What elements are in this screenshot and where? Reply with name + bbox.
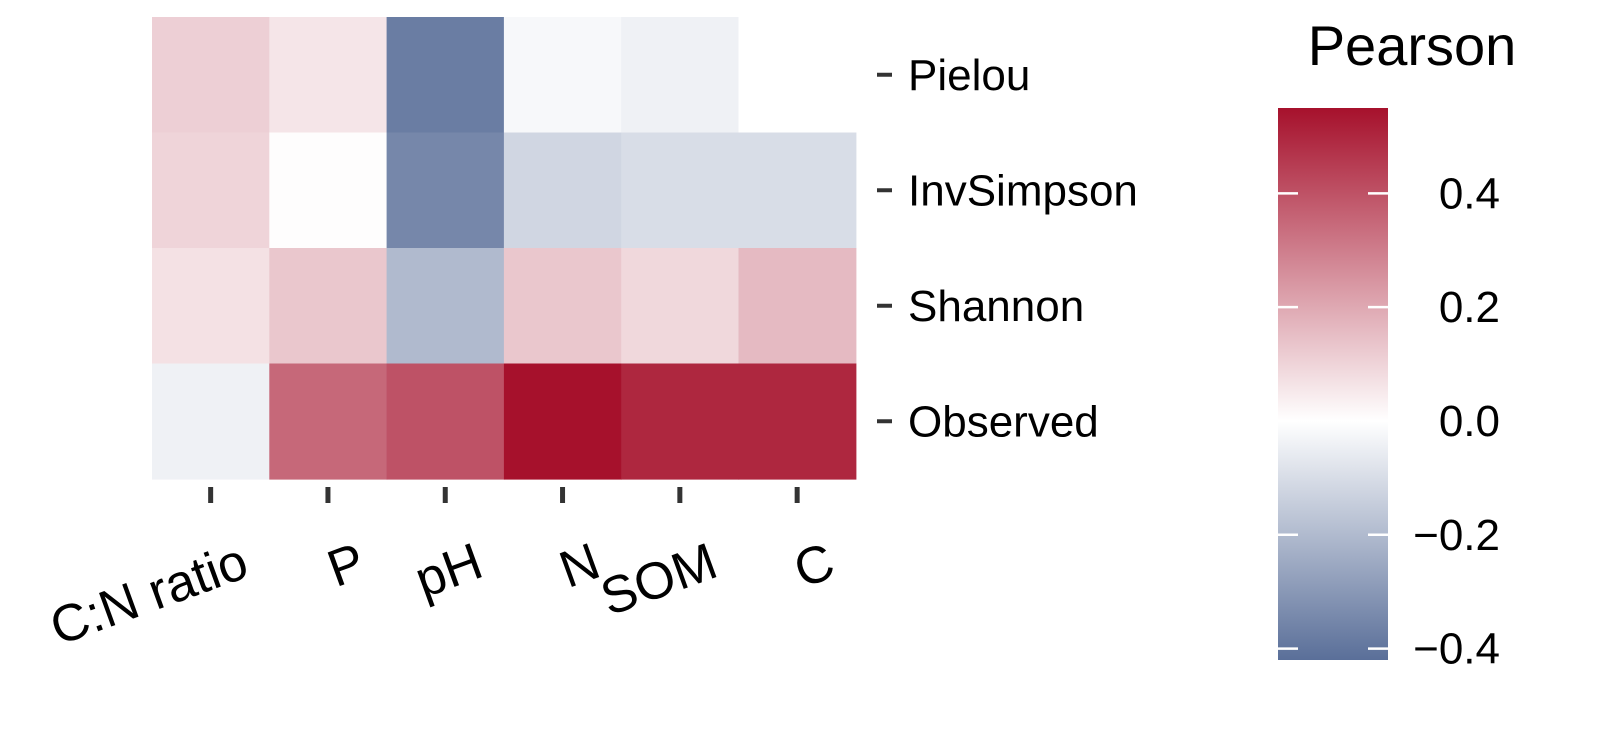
- heatmap-cell: [269, 17, 388, 134]
- column-label: SOM: [593, 532, 724, 627]
- colorbar-tick-label: 0.0: [1439, 397, 1500, 446]
- column-label: C: [787, 532, 842, 599]
- colorbar-tick-label: −0.4: [1413, 625, 1500, 674]
- heatmap-cell: [269, 132, 388, 249]
- heatmap-cell: [152, 132, 270, 249]
- column-label: C:N ratio: [43, 532, 256, 657]
- heatmap-cell: [503, 363, 622, 480]
- column-label: P: [320, 532, 372, 598]
- heatmap-cells: [152, 17, 857, 480]
- heatmap-cell: [621, 248, 740, 365]
- colorbar-tick-label: 0.4: [1439, 169, 1500, 218]
- heatmap-cell: [738, 363, 857, 480]
- row-labels: Pielou InvSimpson Shannon Observed: [877, 51, 1138, 446]
- colorbar-title: Pearson: [1308, 14, 1517, 77]
- heatmap-cell: [386, 17, 505, 134]
- row-label: Pielou: [908, 51, 1030, 100]
- column-label: pH: [408, 532, 490, 609]
- heatmap-cell: [738, 132, 857, 249]
- heatmap-cell: [269, 248, 388, 365]
- heatmap-cell: [503, 17, 622, 134]
- heatmap-cell: [152, 248, 270, 365]
- heatmap-cell: [386, 363, 505, 480]
- heatmap-cell: [621, 17, 740, 134]
- row-label: Shannon: [908, 282, 1084, 331]
- colorbar-tick-label: −0.2: [1413, 511, 1500, 560]
- heatmap-cell: [621, 363, 740, 480]
- colorbar-tick-label: 0.2: [1439, 283, 1500, 332]
- heatmap-cell: [152, 17, 270, 134]
- heatmap-cell: [269, 363, 388, 480]
- heatmap-cell: [621, 132, 740, 249]
- heatmap-cell: [503, 248, 622, 365]
- colorbar: [1278, 108, 1388, 660]
- heatmap-cell: [152, 363, 270, 480]
- heatmap-cell: [386, 248, 505, 365]
- row-label: Observed: [908, 397, 1099, 446]
- heatmap-cell: [503, 132, 622, 249]
- row-label: InvSimpson: [908, 166, 1138, 215]
- heatmap-cell: [386, 132, 505, 249]
- colorbar-legend: Pearson 0.4 0.2 0.0 −0.2 −0.4: [1278, 14, 1516, 674]
- heatmap-cell: [738, 248, 857, 365]
- heatmap-cell: [738, 17, 857, 134]
